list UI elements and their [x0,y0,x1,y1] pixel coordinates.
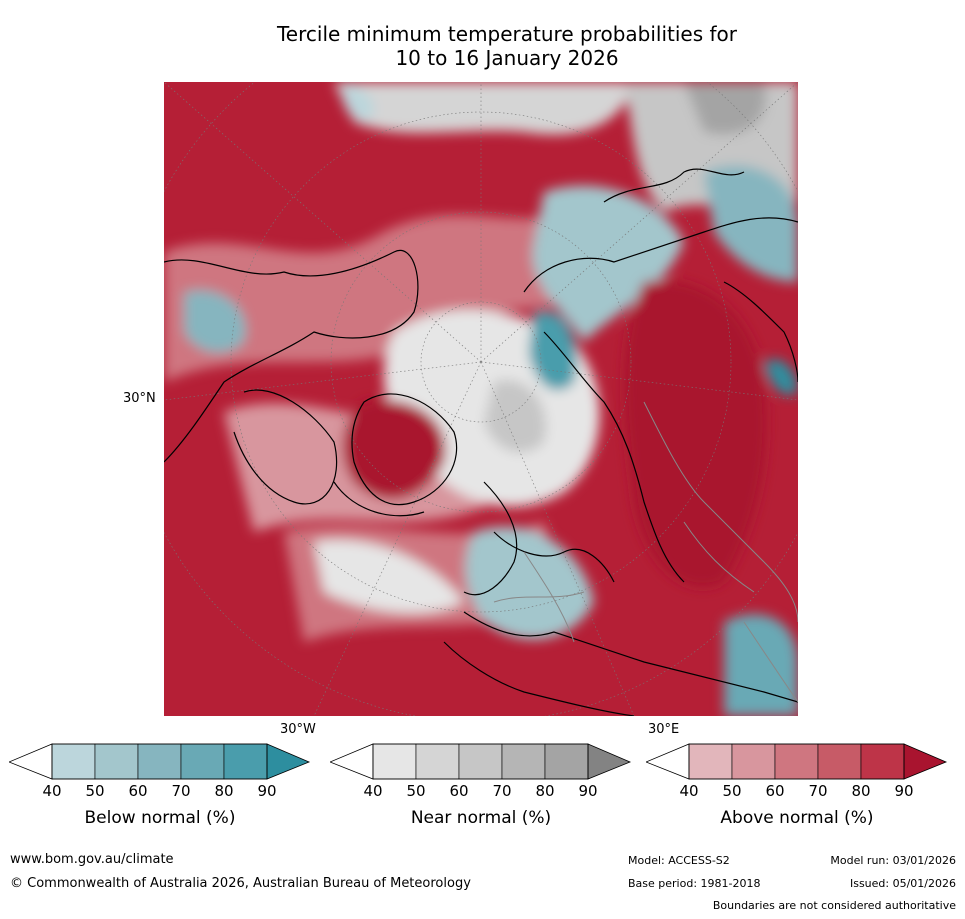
colorbar-below-label: Below normal (%) [84,808,236,828]
lon-label-30w: 30°W [280,722,316,737]
below-tick-60: 60 [128,782,148,800]
near-segment-60-70 [458,743,503,780]
near-tick-80: 80 [535,782,555,800]
issued-date: Issued: 05/01/2026 [849,877,956,890]
above-tick-70: 70 [808,782,828,800]
near-normal-region-north [334,82,634,135]
copyright-text: © Commonwealth of Australia 2026, Austra… [10,876,471,891]
near-tick-40: 40 [363,782,383,800]
below-normal-region-europe [465,526,594,640]
map-title-line1: Tercile minimum temperature probabilitie… [276,22,738,46]
country-borders [493,401,798,703]
below-tick-40: 40 [42,782,62,800]
probability-map [164,82,798,716]
near-tick-60: 60 [449,782,469,800]
graticule [164,82,798,716]
below-normal-region-alaska [184,290,246,353]
near-segment-40-50 [372,743,417,780]
above-normal-core-greenland [343,400,446,500]
below-segment-70-80 [180,743,225,780]
above-segment-50-60 [731,743,776,780]
colorbar-near-label: Near normal (%) [410,808,552,828]
above-segment-40-50 [688,743,733,780]
below-normal-region-siberia [532,185,684,342]
below-tick-70: 70 [171,782,191,800]
below-segment-80-90 [223,743,268,780]
near-tick-70: 70 [492,782,512,800]
near-tick-90: 90 [578,782,598,800]
near-segment-80-90 [544,743,589,780]
above-segment-70-80 [817,743,862,780]
model-name: Model: ACCESS-S2 [628,854,730,867]
model-run-date: Model run: 03/01/2026 [830,854,956,867]
below-segment-40-50 [51,743,96,780]
lat-label-30n: 30°N [123,391,156,406]
below-segment-60-70 [137,743,182,780]
boundaries-disclaimer: Boundaries are not considered authoritat… [712,899,956,912]
coastlines [164,168,798,716]
map-title-line2: 10 to 16 January 2026 [395,46,619,70]
colorbar-above-label: Above normal (%) [720,808,874,828]
above-tick-40: 40 [679,782,699,800]
below-segment-50-60 [94,743,139,780]
lon-label-30e: 30°E [648,722,680,737]
colorbar-near-normal [330,743,632,780]
above-segment-80-90 [860,743,905,780]
colorbar-below-normal [9,743,311,780]
above-tick-60: 60 [765,782,785,800]
below-tick-90: 90 [257,782,277,800]
near-segment-70-80 [501,743,546,780]
near-tick-50: 50 [406,782,426,800]
above-tick-90: 90 [894,782,914,800]
website-link[interactable]: www.bom.gov.au/climate [10,852,174,867]
above-tick-50: 50 [722,782,742,800]
above-tick-80: 80 [851,782,871,800]
colorbar-above-normal [646,743,948,780]
above-segment-60-70 [774,743,819,780]
near-segment-50-60 [415,743,460,780]
below-tick-50: 50 [85,782,105,800]
base-period: Base period: 1981-2018 [628,877,761,890]
below-tick-80: 80 [214,782,234,800]
